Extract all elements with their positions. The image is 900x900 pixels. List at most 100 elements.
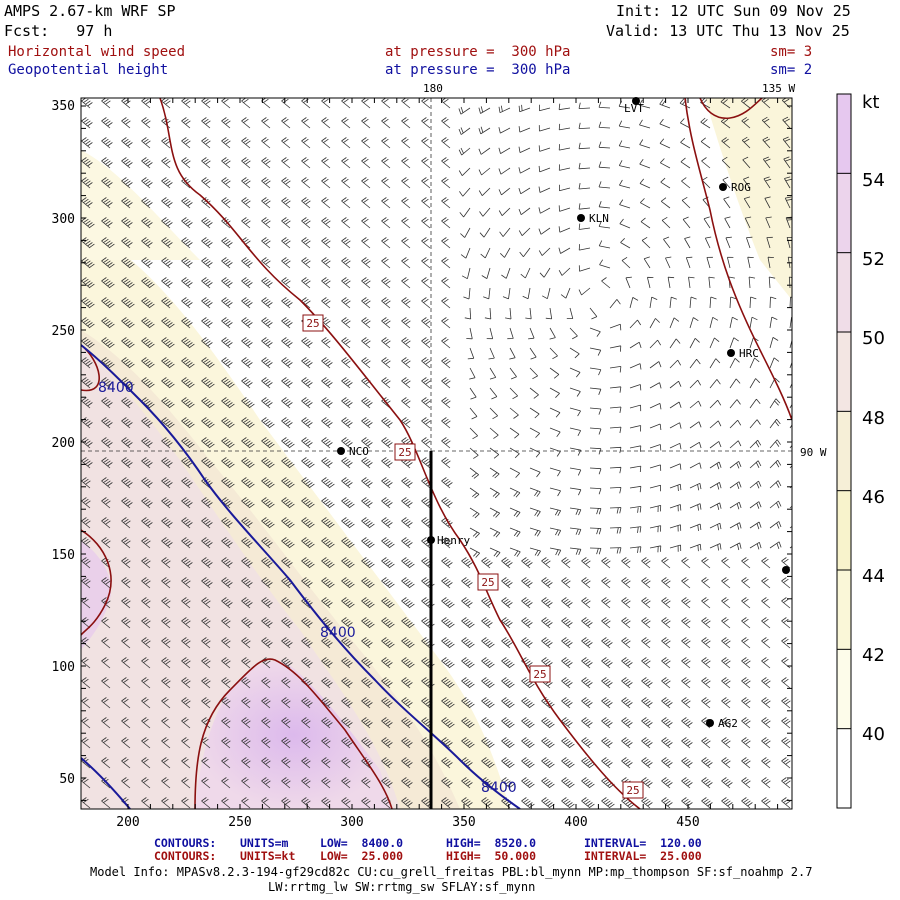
wind-barb [701, 557, 711, 569]
svg-text:AG2: AG2 [718, 717, 738, 730]
wind-barb [421, 457, 433, 469]
svg-text:KLN: KLN [589, 212, 609, 225]
wind-barb [489, 507, 500, 518]
wind-barb [469, 407, 478, 420]
wind-barb [221, 337, 233, 349]
wind-barb [181, 397, 195, 409]
wind-barb [201, 157, 211, 169]
wind-barb [121, 397, 133, 409]
wind-barb [261, 277, 273, 289]
wind-barb [241, 617, 253, 629]
wind-barb [361, 717, 373, 729]
wind-barb [481, 717, 495, 729]
wind-barb [121, 257, 135, 269]
wind-barb [639, 99, 651, 109]
wind-barb [401, 237, 411, 249]
wind-barb [161, 517, 173, 529]
wind-barb [201, 377, 215, 389]
wind-barb [661, 717, 673, 729]
wind-barb [401, 317, 411, 329]
wind-barb [629, 465, 642, 473]
wind-barb [161, 677, 171, 689]
wind-barb [783, 156, 792, 169]
wind-barb [689, 379, 702, 389]
wind-barb [598, 220, 611, 229]
wind-barb [538, 186, 551, 193]
x-tick-labels: 200 250 300 350 400 450 [116, 815, 699, 830]
footer-row2-low: LOW= 25.000 [320, 849, 404, 863]
wind-barb [518, 167, 531, 174]
wind-barb [701, 737, 711, 749]
wind-barb [121, 137, 133, 149]
init-time: Init: 12 UTC Sun 09 Nov 25 [616, 2, 851, 20]
wind-barb [601, 757, 613, 769]
wind-barb [101, 797, 111, 809]
wind-barb [141, 117, 151, 129]
wind-barb [641, 236, 651, 249]
wind-barb [141, 517, 153, 529]
wind-barb [521, 637, 533, 649]
wind-barb [761, 617, 771, 629]
wind-barb [561, 737, 575, 749]
wind-barb [241, 797, 251, 809]
wind-barb [281, 617, 293, 629]
wind-barb [661, 697, 673, 709]
wind-barb [661, 617, 671, 629]
wind-barb [81, 497, 91, 509]
wind-barb [241, 517, 253, 529]
wind-barb [669, 401, 682, 409]
wind-barb [682, 216, 691, 229]
wind-barb [141, 617, 151, 629]
wind-barb [401, 777, 413, 789]
wind-barb [321, 777, 331, 789]
speed-contour-50-bottom [194, 658, 393, 809]
wind-barb [781, 657, 791, 669]
svg-text:25: 25 [481, 576, 494, 589]
wind-barb [484, 307, 492, 320]
wind-barb [181, 717, 191, 729]
wind-barb [161, 597, 171, 609]
wind-barb [561, 657, 573, 669]
wind-barb [161, 757, 171, 769]
wind-barb [459, 187, 471, 197]
wind-barb [481, 797, 493, 809]
wind-barb [569, 347, 580, 359]
wind-barb [789, 296, 792, 309]
wind-barb [221, 177, 231, 189]
wind-barb [701, 577, 711, 589]
wind-barb [729, 399, 741, 409]
wind-shade-band [81, 150, 200, 260]
wind-barb [441, 417, 451, 429]
wind-barb [741, 657, 751, 669]
wind-barb [660, 177, 671, 189]
wind-barb [161, 557, 171, 569]
wind-barb [421, 477, 433, 489]
wind-barb [469, 547, 480, 558]
field1-smoothing: sm= 3 [770, 44, 813, 60]
wind-barb [281, 697, 291, 709]
wind-barb [558, 226, 571, 233]
wind-barb [341, 137, 351, 149]
wind-barb [441, 437, 451, 449]
wind-barb [441, 737, 453, 749]
y-tick-label: 200 [52, 436, 75, 451]
wind-barb [589, 507, 602, 515]
wind-barb [261, 137, 271, 149]
wind-barb [518, 104, 531, 113]
wind-barb [261, 497, 275, 509]
wind-barb [689, 317, 699, 329]
wind-barb [701, 757, 713, 769]
wind-barb [81, 217, 95, 229]
wind-barb [401, 157, 411, 169]
wind-barb [621, 256, 631, 269]
wind-barb [709, 399, 722, 409]
speed-label: 25 [622, 781, 644, 799]
wind-barb [641, 757, 653, 769]
wind-barb [281, 517, 295, 529]
wind-barb [621, 597, 631, 609]
color-bar-segment [837, 173, 851, 254]
wind-barb [141, 217, 153, 229]
wind-barb [261, 297, 273, 309]
wind-barb [401, 137, 411, 149]
wind-barb [121, 577, 131, 589]
